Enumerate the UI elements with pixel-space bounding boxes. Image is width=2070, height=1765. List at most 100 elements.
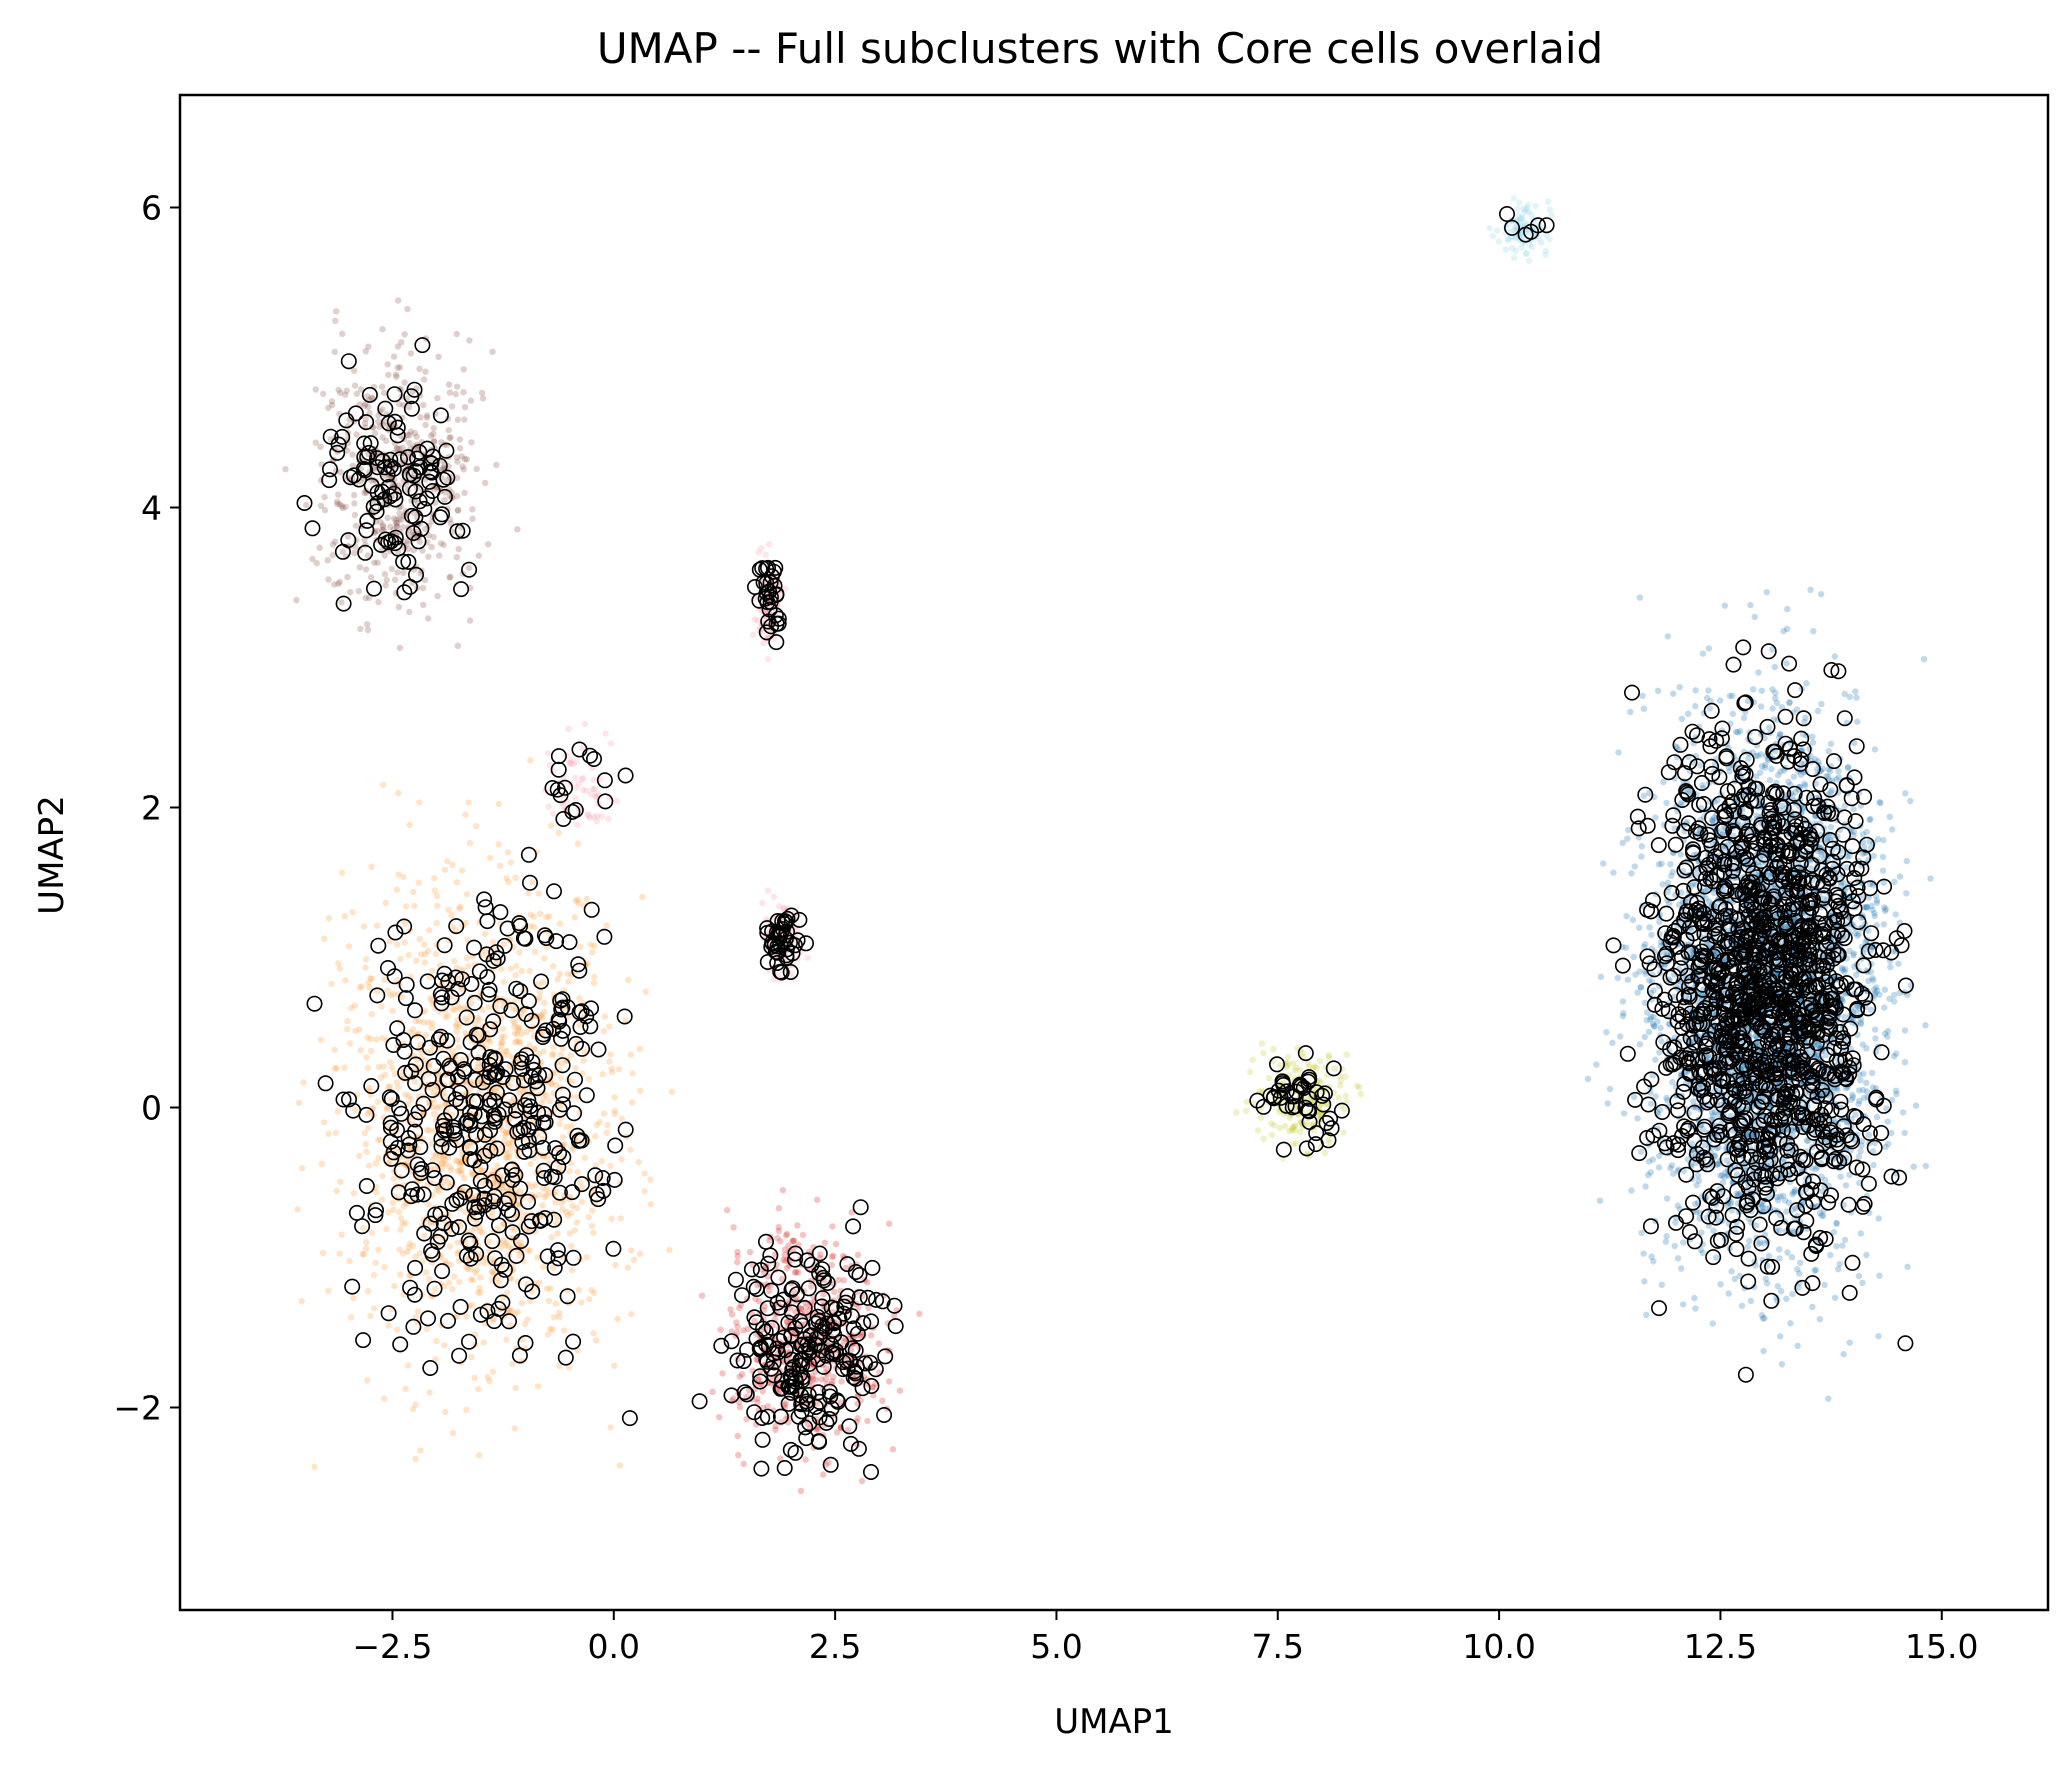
- full-point-cluster-0: [377, 1074, 385, 1081]
- full-point-cluster-0: [513, 962, 520, 970]
- full-point-cluster-0: [332, 1129, 339, 1137]
- full-point-cluster-0: [612, 1261, 619, 1269]
- full-point-cluster-0: [437, 1103, 444, 1110]
- full-point-cluster-6: [1340, 1129, 1347, 1136]
- full-point-cluster-8: [1863, 1079, 1870, 1087]
- full-point-cluster-0: [534, 1383, 542, 1390]
- full-point-cluster-8: [1807, 586, 1814, 593]
- full-point-cluster-6: [1254, 1127, 1262, 1134]
- full-point-cluster-0: [431, 887, 439, 894]
- full-point-cluster-0: [554, 1214, 561, 1221]
- full-point-cluster-0: [331, 1046, 338, 1054]
- full-point-cluster-0: [556, 1120, 563, 1128]
- full-point-cluster-8: [1892, 1087, 1900, 1094]
- full-point-cluster-1: [425, 615, 432, 622]
- full-point-cluster-1: [337, 469, 344, 476]
- full-point-cluster-0: [476, 1228, 483, 1235]
- full-point-cluster-2: [734, 1432, 741, 1440]
- full-point-cluster-0: [586, 1296, 593, 1303]
- full-point-cluster-0: [552, 1220, 560, 1227]
- full-point-cluster-1: [331, 538, 339, 545]
- full-point-cluster-2: [830, 1252, 837, 1260]
- full-point-cluster-2: [858, 1477, 866, 1485]
- full-point-cluster-0: [549, 1264, 557, 1272]
- full-point-cluster-6: [1335, 1094, 1342, 1101]
- full-point-cluster-8: [1624, 976, 1632, 983]
- full-point-cluster-0: [374, 988, 381, 995]
- full-point-cluster-0: [424, 1127, 431, 1134]
- full-point-cluster-5: [602, 730, 609, 737]
- full-point-cluster-0: [398, 993, 406, 1000]
- full-point-cluster-0: [415, 1093, 422, 1100]
- full-point-cluster-1: [445, 426, 452, 434]
- full-point-cluster-0: [565, 1364, 573, 1371]
- full-point-cluster-7: [1529, 243, 1536, 251]
- full-point-cluster-0: [489, 1268, 496, 1276]
- full-point-cluster-0: [481, 1259, 488, 1267]
- full-point-cluster-0: [321, 935, 328, 942]
- full-point-cluster-0: [544, 1154, 551, 1161]
- full-point-cluster-0: [390, 990, 397, 998]
- full-point-cluster-0: [378, 1003, 385, 1010]
- full-point-cluster-8: [1638, 843, 1646, 850]
- full-point-cluster-0: [412, 1253, 419, 1260]
- full-point-cluster-1: [317, 443, 324, 450]
- full-point-cluster-1: [379, 526, 386, 534]
- full-point-cluster-0: [402, 1091, 409, 1098]
- full-point-cluster-8: [1835, 774, 1842, 781]
- full-point-cluster-0: [503, 1154, 511, 1161]
- full-point-cluster-0: [504, 849, 512, 856]
- full-point-cluster-0: [341, 1064, 348, 1071]
- full-point-cluster-1: [394, 364, 401, 371]
- full-point-cluster-0: [444, 858, 451, 865]
- full-point-cluster-0: [382, 899, 389, 906]
- full-point-cluster-1: [469, 515, 476, 522]
- full-point-cluster-0: [490, 1167, 497, 1174]
- full-point-cluster-0: [412, 1314, 419, 1321]
- full-point-cluster-0: [399, 1220, 406, 1228]
- full-point-cluster-0: [539, 1202, 546, 1209]
- full-point-cluster-2: [875, 1340, 883, 1347]
- full-point-cluster-2: [777, 1238, 784, 1245]
- full-point-cluster-0: [505, 1243, 513, 1250]
- full-point-cluster-0: [366, 1162, 373, 1169]
- full-point-cluster-6: [1260, 1135, 1267, 1142]
- full-point-cluster-0: [427, 1218, 434, 1226]
- full-point-cluster-1: [420, 601, 427, 609]
- full-point-cluster-1: [465, 564, 473, 571]
- full-point-cluster-0: [464, 1018, 472, 1025]
- full-point-cluster-0: [559, 1134, 567, 1141]
- full-point-cluster-0: [563, 1208, 570, 1216]
- full-point-cluster-0: [397, 1226, 404, 1233]
- full-point-cluster-8: [1776, 1255, 1783, 1262]
- full-point-cluster-1: [446, 434, 453, 442]
- full-point-cluster-1: [382, 582, 389, 589]
- full-point-cluster-0: [507, 965, 515, 972]
- full-point-cluster-1: [364, 393, 371, 400]
- full-point-cluster-5: [550, 810, 557, 817]
- full-point-cluster-1: [364, 621, 371, 628]
- full-point-cluster-0: [552, 1081, 560, 1089]
- full-point-cluster-0: [510, 1017, 517, 1025]
- full-point-cluster-0: [319, 1249, 327, 1257]
- full-point-cluster-0: [536, 994, 543, 1001]
- full-point-cluster-8: [1857, 1148, 1864, 1155]
- full-point-cluster-1: [430, 533, 437, 541]
- full-point-cluster-0: [517, 1239, 524, 1246]
- full-point-cluster-0: [366, 984, 373, 991]
- full-point-cluster-0: [573, 1094, 581, 1101]
- full-point-cluster-7: [1489, 232, 1497, 240]
- full-point-cluster-0: [527, 1196, 534, 1204]
- full-point-cluster-0: [432, 950, 439, 958]
- full-point-cluster-0: [462, 919, 469, 927]
- full-point-cluster-0: [445, 1154, 452, 1161]
- full-point-cluster-0: [630, 1256, 638, 1264]
- full-point-cluster-0: [604, 1121, 611, 1129]
- full-point-cluster-1: [367, 574, 375, 581]
- full-point-cluster-8: [1841, 1236, 1849, 1244]
- full-point-cluster-1: [385, 371, 392, 379]
- full-point-cluster-2: [896, 1387, 904, 1394]
- full-point-cluster-1: [407, 350, 415, 357]
- full-point-cluster-0: [431, 875, 438, 882]
- full-point-cluster-0: [372, 1259, 379, 1267]
